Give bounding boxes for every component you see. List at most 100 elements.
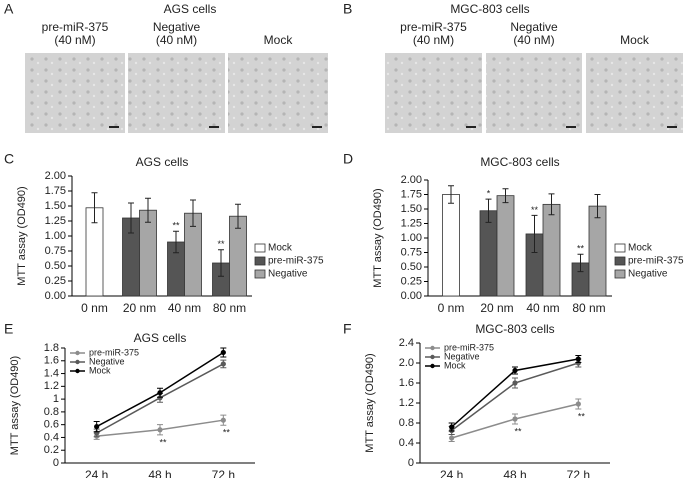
point xyxy=(512,416,518,422)
legend-label: pre-miR-375 xyxy=(444,342,494,352)
x-tick-label: 48 h xyxy=(503,468,526,478)
y-tick-label: 1.6 xyxy=(399,377,414,389)
y-tick-label: 0.75 xyxy=(401,246,422,258)
legend-label: Negative xyxy=(89,356,125,366)
y-tick-label: 1.00 xyxy=(401,232,422,244)
legend-marker xyxy=(430,354,435,360)
y-axis-label: MTT assay (OD490) xyxy=(372,188,384,287)
legend-label: Mock xyxy=(89,365,111,375)
y-tick-label: 1.00 xyxy=(45,230,66,242)
y-tick-label: 0.75 xyxy=(45,245,66,257)
error-bar xyxy=(218,249,224,277)
y-tick-label: 2.4 xyxy=(399,337,414,349)
significance: ** xyxy=(514,426,522,436)
x-tick-label: 40 nm xyxy=(526,301,559,315)
bar xyxy=(542,203,561,297)
legend-swatch xyxy=(254,243,266,253)
micrograph xyxy=(25,53,125,133)
image-label: Negative xyxy=(510,20,558,34)
x-tick-label: 0 nm xyxy=(81,301,108,315)
image-label: Mock xyxy=(620,33,650,47)
legend-swatch xyxy=(614,269,626,279)
significance: * xyxy=(487,189,491,199)
y-tick-label: 0.8 xyxy=(399,417,414,429)
point xyxy=(157,390,163,396)
y-tick-label: 0.2 xyxy=(44,444,59,456)
point xyxy=(220,349,226,356)
error-bar xyxy=(531,214,538,253)
y-tick-label: 1.8 xyxy=(44,342,59,354)
y-axis-label: MTT assay (OD490) xyxy=(9,356,21,455)
y-tick-label: 0.25 xyxy=(45,275,66,287)
point xyxy=(449,424,455,430)
legend-marker xyxy=(75,368,80,374)
y-tick-label: 0.25 xyxy=(401,275,422,287)
bar xyxy=(479,210,498,297)
legend-label: Mock xyxy=(444,360,466,370)
image-label: (40 nM) xyxy=(513,33,554,47)
point xyxy=(157,427,163,433)
error-bar xyxy=(577,253,584,273)
image-label: Negative xyxy=(153,20,201,34)
micrograph xyxy=(385,53,482,133)
legend-swatch xyxy=(254,269,266,279)
y-tick-label: 0.8 xyxy=(44,406,59,418)
chart-title: MGC-803 cells xyxy=(475,322,554,336)
y-tick-label: 0.6 xyxy=(44,419,59,431)
y-tick-label: 0.00 xyxy=(45,290,66,302)
legend-swatch xyxy=(614,256,626,266)
error-bar xyxy=(235,203,241,229)
y-tick-label: 0.00 xyxy=(401,290,422,302)
y-tick-label: 1.75 xyxy=(401,188,422,200)
micrograph xyxy=(586,53,683,133)
y-tick-label: 0.50 xyxy=(45,260,66,272)
image-label: pre-miR-375 xyxy=(400,20,467,34)
point xyxy=(449,435,455,441)
legend-marker xyxy=(75,350,80,356)
error-bar xyxy=(190,199,196,227)
y-tick-label: 1.25 xyxy=(45,215,66,227)
error-bar xyxy=(128,202,134,234)
x-tick-label: 24 h xyxy=(85,468,108,478)
significance: ** xyxy=(159,437,167,447)
point xyxy=(575,401,581,407)
y-tick-label: 1.2 xyxy=(44,380,59,392)
panel-letter: B xyxy=(343,1,352,17)
significance: ** xyxy=(172,221,180,231)
error-bar xyxy=(173,230,179,254)
y-tick-label: 1.6 xyxy=(44,355,59,367)
error-bar xyxy=(548,193,555,216)
x-tick-label: 20 nm xyxy=(123,301,156,315)
legend-label: Negative xyxy=(268,269,308,280)
image-label: Mock xyxy=(264,33,294,47)
y-tick-label: 1.25 xyxy=(401,217,422,229)
legend-label: Negative xyxy=(628,269,668,280)
legend-marker xyxy=(75,359,80,365)
micrograph xyxy=(486,53,582,133)
panel-letter: D xyxy=(343,151,353,167)
micrograph xyxy=(128,53,225,133)
legend-marker xyxy=(430,345,435,351)
error-bar xyxy=(448,185,454,204)
image-label: (40 nM) xyxy=(156,33,197,47)
panel-letter: C xyxy=(4,151,14,167)
image-label: (40 nM) xyxy=(413,33,454,47)
y-tick-label: 2.00 xyxy=(45,170,66,182)
point xyxy=(575,356,581,362)
significance: ** xyxy=(531,205,539,215)
panel-letter: F xyxy=(343,321,352,337)
y-tick-label: 0 xyxy=(53,457,59,469)
error-bar xyxy=(485,198,492,223)
bar xyxy=(442,194,460,297)
x-tick-label: 40 nm xyxy=(168,301,201,315)
micrograph xyxy=(228,53,328,133)
y-tick-label: 1.50 xyxy=(401,203,422,215)
y-tick-label: 1 xyxy=(53,393,59,405)
y-axis-label: MTT assay (OD490) xyxy=(16,186,28,285)
y-axis-label: MTT assay (OD490) xyxy=(364,353,376,452)
chart-title: AGS cells xyxy=(136,155,189,169)
y-tick-label: 1.4 xyxy=(44,367,59,379)
y-tick-label: 0.50 xyxy=(401,261,422,273)
legend-label: pre-miR-375 xyxy=(89,347,139,357)
y-tick-label: 2.0 xyxy=(399,357,414,369)
